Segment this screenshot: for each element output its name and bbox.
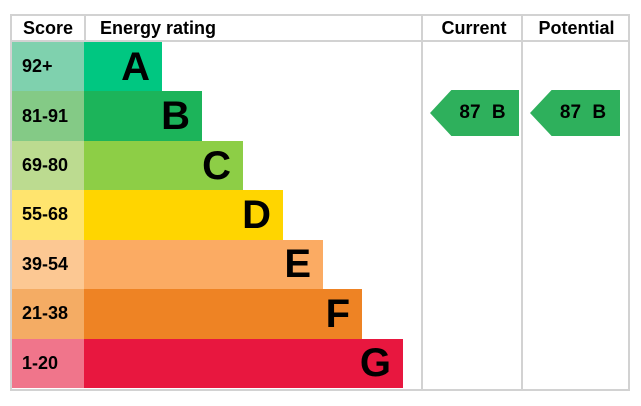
band-bar-d: D xyxy=(84,190,283,240)
band-row-g: 1-20 G xyxy=(12,338,628,388)
band-bar-f: F xyxy=(84,289,362,339)
band-bar-c: C xyxy=(84,140,243,191)
potential-rating-value: 87 B xyxy=(559,102,607,123)
score-column-header: Score xyxy=(22,18,74,38)
potential-column-divider xyxy=(521,14,523,391)
current-column-header: Current xyxy=(441,18,507,38)
score-range: 69-80 xyxy=(12,140,84,191)
current-column-divider xyxy=(421,14,423,391)
band-row-b: 81-91 B xyxy=(12,91,628,141)
band-letter: B xyxy=(161,94,190,139)
band-bar-a: A xyxy=(84,42,162,92)
band-letter: D xyxy=(242,192,271,237)
score-range: 55-68 xyxy=(12,190,84,240)
band-row-a: 92+ A xyxy=(12,42,628,92)
band-letter: A xyxy=(121,44,150,89)
score-range: 21-38 xyxy=(12,289,84,339)
band-row-e: 39-54 E xyxy=(12,239,628,290)
score-range: 39-54 xyxy=(12,239,84,290)
score-range: 81-91 xyxy=(12,91,84,141)
score-range: 92+ xyxy=(12,42,84,92)
band-row-f: 21-38 F xyxy=(12,289,628,339)
band-row-c: 69-80 C xyxy=(12,140,628,191)
band-letter: C xyxy=(202,143,231,188)
current-rating-value: 87 B xyxy=(459,102,506,123)
score-header-divider xyxy=(84,14,86,42)
score-range: 1-20 xyxy=(12,338,84,388)
band-bar-b: B xyxy=(84,91,202,141)
band-row-d: 55-68 D xyxy=(12,190,628,240)
band-letter: E xyxy=(284,242,311,287)
band-letter: F xyxy=(325,291,350,336)
energy-rating-column-header: Energy rating xyxy=(100,18,217,38)
current-rating-arrow: 87 B xyxy=(430,90,519,136)
band-bar-g: G xyxy=(84,338,403,388)
potential-rating-arrow: 87 B xyxy=(530,90,620,136)
band-bar-e: E xyxy=(84,239,323,290)
potential-column-header: Potential xyxy=(538,18,615,38)
band-rows: 92+ A 81-91 B 69-80 C 55-68 D 39-54 xyxy=(12,42,628,388)
band-letter: G xyxy=(359,341,391,386)
header-bottom-divider xyxy=(10,40,630,42)
